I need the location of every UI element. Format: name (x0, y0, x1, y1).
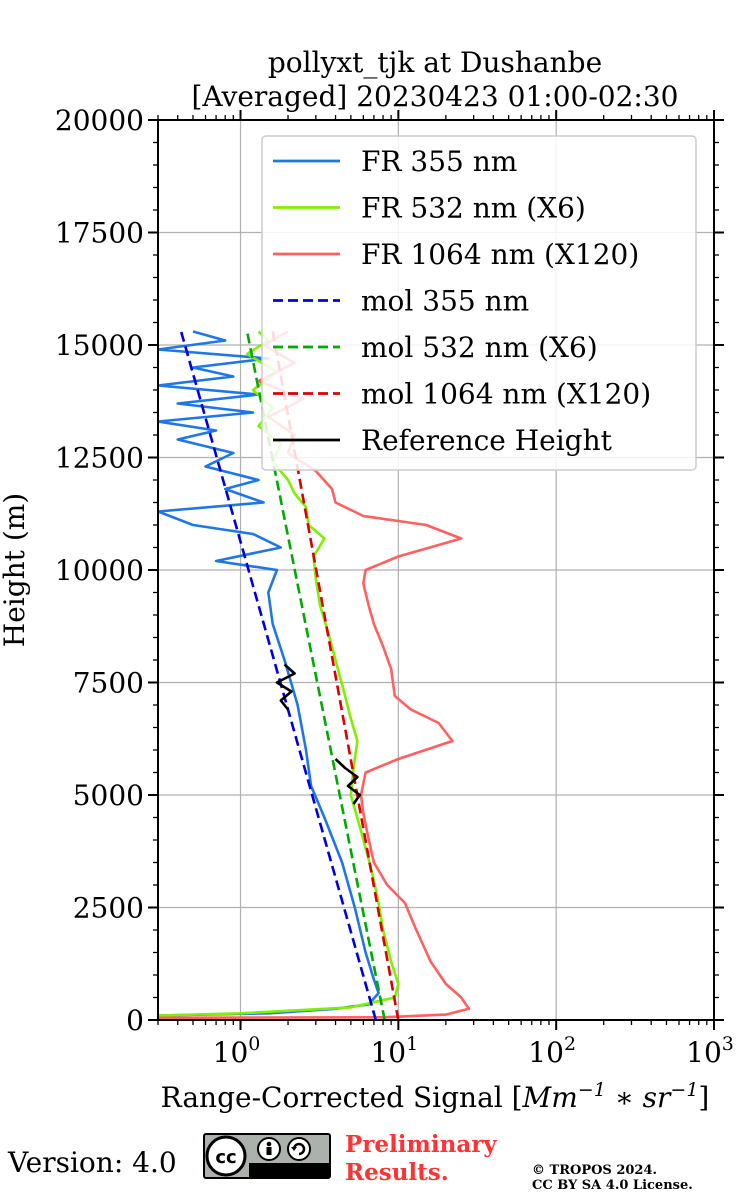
legend-box (261, 135, 697, 471)
legend-label: mol 532 nm (X6) (361, 331, 598, 364)
y-tick-label: 7500 (73, 667, 144, 700)
series-line-mol-1064-nm-x120 (271, 331, 400, 1020)
legend: FR 355 nm FR 532 nm (X6) FR 1064 nm (X120)… (261, 135, 697, 471)
svg-text:cc: cc (215, 1147, 236, 1168)
x-axis-label: Range-Corrected Signal [Mm−1 ∗ sr−1] (161, 1079, 710, 1114)
copyright-line-2: CC BY SA 4.0 License. (532, 1178, 693, 1193)
cc-by-text: BY (262, 1166, 277, 1177)
legend-label: FR 1064 nm (X120) (361, 238, 639, 271)
legend-label: Reference Height (361, 424, 613, 457)
y-tick-label: 17500 (55, 217, 144, 250)
x-tick-label: 102 (528, 1033, 576, 1069)
preliminary-notice: Preliminary Results. (345, 1131, 497, 1187)
x-tick-label: 103 (686, 1033, 734, 1069)
series-line-reference-height (275, 663, 296, 711)
chart-title: pollyxt_tjk at Dushanbe [Averaged] 20230… (192, 46, 679, 113)
legend-label: mol 1064 nm (X120) (361, 378, 651, 411)
y-tick-label: 10000 (55, 554, 144, 587)
y-tick-label: 2500 (73, 892, 144, 925)
y-tick-label: 12500 (55, 442, 144, 475)
copyright-line-1: © TROPOS 2024. (532, 1163, 658, 1178)
cc-by-sa-logo: cc BY SA (203, 1133, 331, 1179)
preliminary-line-2: Results. (345, 1159, 449, 1186)
legend-label: mol 355 nm (361, 285, 529, 318)
legend-label: FR 355 nm (361, 145, 517, 178)
x-tick-label: 100 (213, 1033, 261, 1069)
copyright-notice: © TROPOS 2024. CC BY SA 4.0 License. (532, 1163, 693, 1193)
series-line-fr-355-nm (158, 330, 380, 1017)
y-axis-label: Height (m) (0, 493, 31, 647)
legend-label: FR 532 nm (X6) (361, 192, 586, 225)
cc-sa-text: SA (294, 1166, 309, 1177)
y-tick-label: 20000 (55, 104, 144, 137)
y-tick-label: 15000 (55, 329, 144, 362)
y-tick-label: 5000 (73, 779, 144, 812)
preliminary-line-1: Preliminary (345, 1131, 497, 1158)
ticks: 0 2500 5000 7500 10000 12500 15000 17500 20000 10… (55, 104, 734, 1069)
y-tick-label: 0 (126, 1004, 144, 1037)
x-tick-label: 101 (370, 1033, 418, 1069)
chart-title-line-1: pollyxt_tjk at Dushanbe (268, 46, 602, 79)
version-label: Version: 4.0 (8, 1146, 177, 1179)
chart-title-line-2: [Averaged] 20230423 01:00-02:30 (192, 80, 679, 113)
series-line-reference-height (334, 758, 362, 805)
